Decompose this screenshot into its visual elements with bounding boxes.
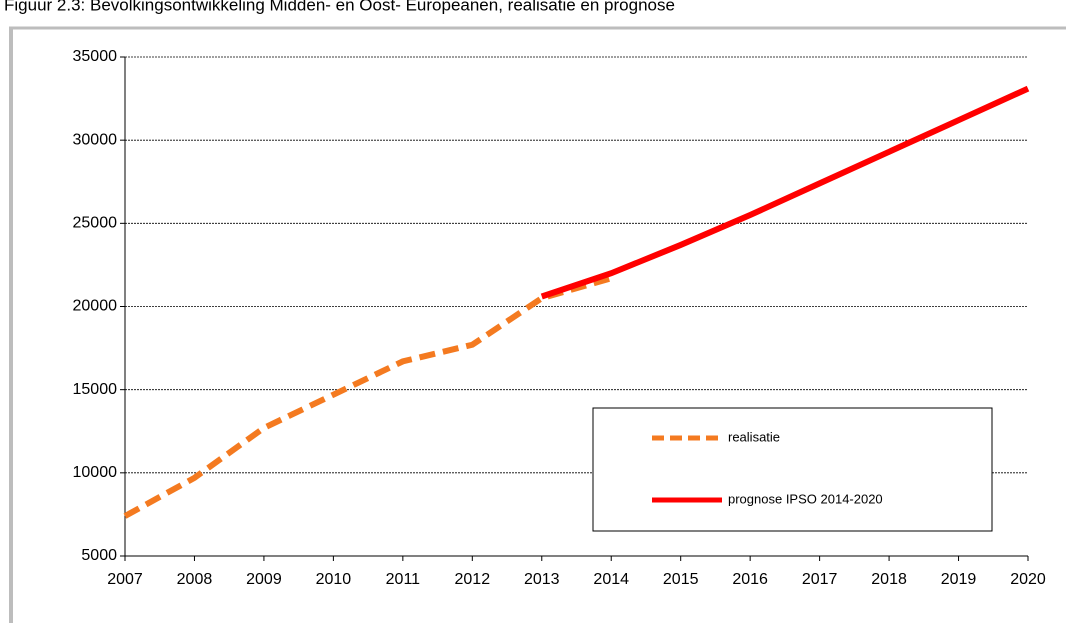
x-tick-label: 2017 [802, 571, 838, 588]
chart-title: Figuur 2.3: Bevolkingsontwikkeling Midde… [4, 0, 675, 14]
x-tick-label: 2008 [177, 571, 213, 588]
y-tick-label: 30000 [73, 131, 118, 148]
x-tick-label: 2010 [316, 571, 352, 588]
x-tick-label: 2018 [871, 571, 907, 588]
x-tick-label: 2012 [455, 571, 491, 588]
x-tick-label: 2013 [524, 571, 560, 588]
x-tick-label: 2009 [246, 571, 282, 588]
series-line [123, 275, 613, 519]
x-tick-label: 2011 [386, 571, 421, 588]
x-tick-label: 2015 [663, 571, 699, 588]
x-tick-label: 2020 [1010, 571, 1046, 588]
x-tick-label: 2014 [593, 571, 629, 588]
legend-label: realisatie [728, 429, 780, 444]
y-tick-label: 15000 [73, 381, 118, 398]
y-tick-label: 35000 [73, 48, 118, 65]
y-tick-label: 25000 [73, 215, 118, 232]
y-tick-label: 5000 [81, 547, 117, 564]
x-tick-label: 2016 [732, 571, 768, 588]
y-tick-label: 10000 [73, 464, 118, 481]
x-tick-label: 2007 [107, 571, 143, 588]
legend-box [592, 407, 993, 532]
series-line [540, 85, 1030, 300]
y-tick-label: 20000 [73, 298, 118, 315]
legend-label: prognose IPSO 2014-2020 [728, 491, 883, 506]
x-tick-label: 2019 [941, 571, 977, 588]
